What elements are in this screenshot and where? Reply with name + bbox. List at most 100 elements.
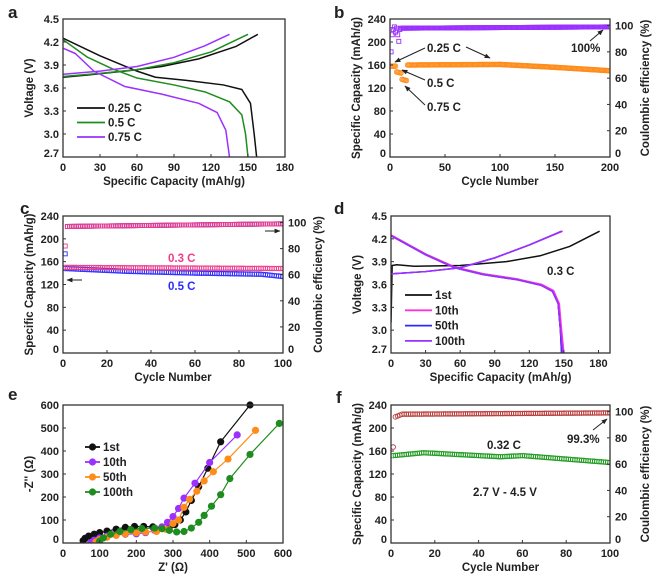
x-tick-label: 0 <box>388 358 394 370</box>
data-point <box>173 528 181 536</box>
y-tick-label: 160 <box>368 60 386 72</box>
data-point <box>200 511 208 519</box>
y-tick-label: 100 <box>41 515 59 527</box>
y-tick-label: 240 <box>368 14 386 26</box>
y-tick-label: 3.6 <box>44 83 59 95</box>
annotation: 0.3 C <box>168 253 196 265</box>
series-50th-charge <box>391 230 562 275</box>
panel-letter: a <box>8 3 18 22</box>
y2-tick-label: 60 <box>615 73 627 85</box>
x-axis-label: Cycle Number <box>461 176 539 188</box>
annotation-arrow <box>592 418 608 431</box>
data-point <box>85 532 93 540</box>
annotation: 0.75 C <box>427 102 461 114</box>
y2-tick-label: 20 <box>615 512 627 524</box>
series-0-3-c-efficiency <box>63 221 283 249</box>
x-tick-label: 600 <box>274 548 292 560</box>
x-axis-label: Specific Capacity (mAh/g) <box>103 176 245 188</box>
data-point <box>233 431 241 439</box>
y-tick-label: 40 <box>47 325 59 337</box>
legend-label: 100th <box>435 336 465 348</box>
series-line <box>391 230 564 275</box>
y2-tick-label: 0 <box>288 344 294 356</box>
annotation-arrow <box>394 47 426 63</box>
data-point <box>116 527 124 536</box>
data-point <box>121 523 129 531</box>
data-point <box>151 524 159 532</box>
data-point <box>607 459 610 466</box>
data-point <box>607 410 610 416</box>
data-point <box>209 468 217 476</box>
series-line <box>63 33 259 79</box>
x-tick-label: 50 <box>439 162 451 174</box>
y2-tick-label: 0 <box>615 534 621 546</box>
plot-frame <box>389 18 611 158</box>
x-axis-label: Cycle Number <box>462 562 540 574</box>
y-tick-label: 4.5 <box>44 14 59 26</box>
legend-label: 10th <box>435 305 459 317</box>
legend: 1st 10th 50th 100th <box>85 442 133 499</box>
annotation-arrow <box>401 69 426 81</box>
x-tick-label: 0 <box>60 162 66 174</box>
legend: 1st 10th 50th 100th <box>405 290 465 348</box>
panel-b: b 0 50 100 150 200 0 40 80 120 160 200 240 0 20 40 60 80 1… <box>334 3 652 188</box>
x-tick-label: 80 <box>560 548 572 560</box>
plot-area <box>390 24 610 84</box>
y-tick-label: 2.7 <box>372 344 387 356</box>
series-line <box>391 234 563 353</box>
x-tick-label: 120 <box>520 358 538 370</box>
data-point <box>392 63 399 69</box>
x-tick-label: 0 <box>388 548 394 560</box>
x-axis-label: Z' (Ω) <box>158 562 188 574</box>
annotation: 100% <box>571 43 600 55</box>
data-point <box>217 438 225 446</box>
panel-e: e 0 100 200 300 400 500 600 0 100 200 300 400 500 600 Z… <box>8 385 292 574</box>
x-tick-label: 300 <box>164 548 182 560</box>
series-1st-discharge <box>391 234 563 353</box>
y-tick-label: 2.7 <box>44 148 59 160</box>
data-point <box>246 450 254 459</box>
data-point <box>224 455 232 463</box>
x-tick-label: 40 <box>472 548 484 560</box>
y-tick-label: 3.9 <box>44 60 59 72</box>
y-tick-label: 400 <box>41 446 59 458</box>
data-point <box>206 458 214 467</box>
legend-marker <box>88 443 97 451</box>
y2-tick-label: 0 <box>615 148 621 160</box>
y2-tick-label: 40 <box>288 296 300 308</box>
panel-letter: f <box>336 388 342 407</box>
series-line <box>391 230 562 275</box>
annotation-arrow <box>465 46 491 59</box>
x-tick-label: 40 <box>145 358 157 370</box>
y-tick-label: 80 <box>375 492 387 504</box>
y2-tick-label: 40 <box>615 99 627 111</box>
x-tick-label: 30 <box>419 358 431 370</box>
x-tick-label: 60 <box>454 358 466 370</box>
y-axis-label: Voltage (V) <box>24 58 36 117</box>
y2-axis-label: Coulombic efficiency (%) <box>640 19 652 156</box>
panel-c: c 0 20 40 60 80 100 0 40 80 120 160 200 240 0 20 40 60 80 1… <box>20 199 325 384</box>
y2-axis-label: Coulombic efficiency (%) <box>640 405 652 542</box>
y-tick-label: 200 <box>41 492 59 504</box>
x-tick-label: 150 <box>546 162 564 174</box>
series-line <box>63 47 231 157</box>
x-tick-label: 60 <box>131 162 143 174</box>
x-tick-label: 200 <box>127 548 145 560</box>
data-point <box>217 491 225 499</box>
annotation: 2.7 V - 4.5 V <box>473 487 537 499</box>
x-tick-label: 90 <box>489 358 501 370</box>
x-tick-label: 20 <box>429 548 441 560</box>
data-point <box>138 524 146 533</box>
series-0-25-c-discharge <box>63 37 258 157</box>
legend-marker <box>88 473 97 481</box>
y-tick-label: 500 <box>41 423 59 435</box>
series-line <box>391 230 562 275</box>
plot-area <box>391 230 600 353</box>
x-tick-label: 500 <box>237 548 255 560</box>
legend-marker <box>88 458 97 466</box>
series-line <box>63 33 249 78</box>
y-tick-label: 80 <box>374 106 386 118</box>
y-tick-label: 300 <box>41 469 59 481</box>
series-100th-discharge <box>391 235 564 353</box>
